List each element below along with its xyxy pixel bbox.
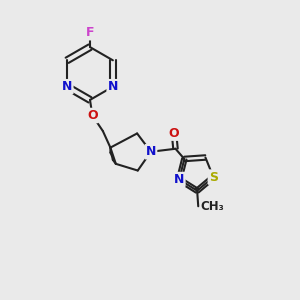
Text: S: S: [209, 171, 218, 184]
Text: N: N: [146, 145, 156, 158]
Text: O: O: [169, 127, 179, 140]
Text: N: N: [174, 173, 184, 186]
Text: N: N: [62, 80, 72, 93]
Text: N: N: [108, 80, 118, 93]
Text: O: O: [87, 109, 98, 122]
Text: CH₃: CH₃: [201, 200, 224, 213]
Text: F: F: [86, 26, 94, 39]
